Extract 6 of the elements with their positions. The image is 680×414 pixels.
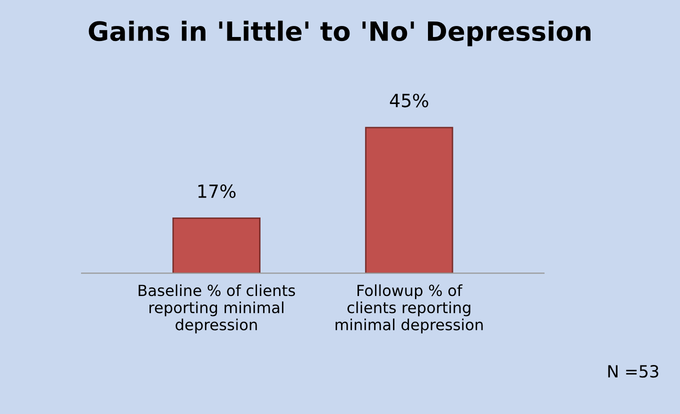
text: N =53 — [608, 365, 658, 378]
chart-title: Gains in 'Little' to 'No' Depression — [88, 20, 590, 46]
x-tick-label: Baseline % of clients reporting minimal depression — [138, 284, 295, 334]
data-label: 45% — [390, 94, 428, 108]
x-tick-label: Followup % of clients reporting minimal depression — [336, 284, 483, 334]
data-label: 17% — [198, 184, 236, 198]
